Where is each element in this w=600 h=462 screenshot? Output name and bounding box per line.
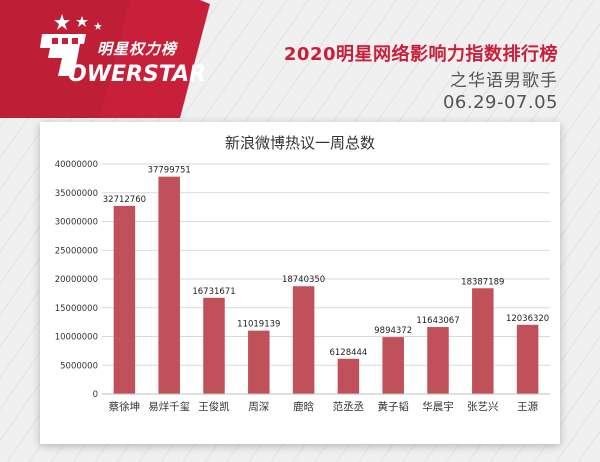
x-tick-label: 张艺兴 bbox=[467, 401, 499, 413]
y-tick-label: 15000000 bbox=[55, 304, 98, 314]
bar bbox=[158, 176, 180, 394]
x-tick-label: 范丞丞 bbox=[333, 400, 365, 413]
page-subtitle: 之华语男歌手 bbox=[450, 71, 558, 91]
bar bbox=[203, 297, 225, 394]
data-label: 11019139 bbox=[237, 320, 280, 330]
data-label: 37799751 bbox=[148, 166, 191, 176]
y-tick-label: 40000000 bbox=[55, 160, 98, 170]
y-tick-label: 30000000 bbox=[55, 218, 98, 228]
x-tick-label: 王源 bbox=[517, 400, 539, 413]
fist-icon bbox=[40, 34, 86, 76]
chart-title: 新浪微博热议一周总数 bbox=[225, 134, 375, 152]
bar-chart: 新浪微博热议一周总数 0 5000000 10000000 15000000 200000… bbox=[55, 134, 550, 413]
logo-banner bbox=[0, 0, 210, 118]
data-label: 16731671 bbox=[192, 287, 235, 297]
x-tick-label: 华晨宇 bbox=[422, 400, 454, 413]
bar bbox=[248, 330, 270, 394]
logo-text-en: OWERSTAR bbox=[68, 62, 207, 87]
bar bbox=[113, 205, 136, 394]
date-range: 06.29-07.05 bbox=[442, 92, 558, 113]
x-tick-label: 黄子韬 bbox=[377, 400, 409, 413]
bar bbox=[382, 337, 404, 394]
chart-card: 新浪微博热议一周总数 0 5000000 10000000 15000000 200000… bbox=[40, 122, 560, 444]
data-label: 12036320 bbox=[506, 314, 549, 324]
y-tick-label: 10000000 bbox=[55, 333, 98, 343]
data-label: 18387189 bbox=[461, 277, 504, 287]
y-tick-label: 20000000 bbox=[55, 275, 98, 285]
star-icon bbox=[76, 16, 88, 27]
data-label: 18740350 bbox=[282, 275, 325, 285]
logo-text-cn: 明星权力榜 bbox=[97, 40, 178, 58]
x-tick-label: 周深 bbox=[248, 401, 269, 413]
y-tick-label: 5000000 bbox=[60, 361, 98, 371]
data-label: 11643067 bbox=[416, 316, 459, 326]
data-label: 9894372 bbox=[374, 326, 412, 336]
star-icon bbox=[54, 14, 70, 30]
bar bbox=[516, 324, 539, 394]
bar bbox=[427, 327, 449, 394]
x-tick-label: 王俊凯 bbox=[198, 400, 230, 413]
bar bbox=[337, 358, 360, 394]
bar bbox=[472, 288, 494, 394]
data-label: 6128444 bbox=[329, 348, 367, 358]
y-tick-label: 25000000 bbox=[55, 246, 98, 256]
page-title: 2020明星网络影响力指数排行榜 bbox=[283, 44, 558, 65]
x-tick-label: 蔡徐坤 bbox=[109, 400, 140, 413]
data-label: 32712760 bbox=[103, 195, 146, 205]
bar bbox=[292, 286, 315, 394]
star-icon bbox=[94, 22, 102, 30]
x-tick-label: 易烊千玺 bbox=[148, 400, 190, 413]
y-tick-label: 0 bbox=[93, 390, 98, 400]
y-tick-label: 35000000 bbox=[55, 189, 98, 199]
x-tick-label: 鹿晗 bbox=[293, 400, 314, 413]
